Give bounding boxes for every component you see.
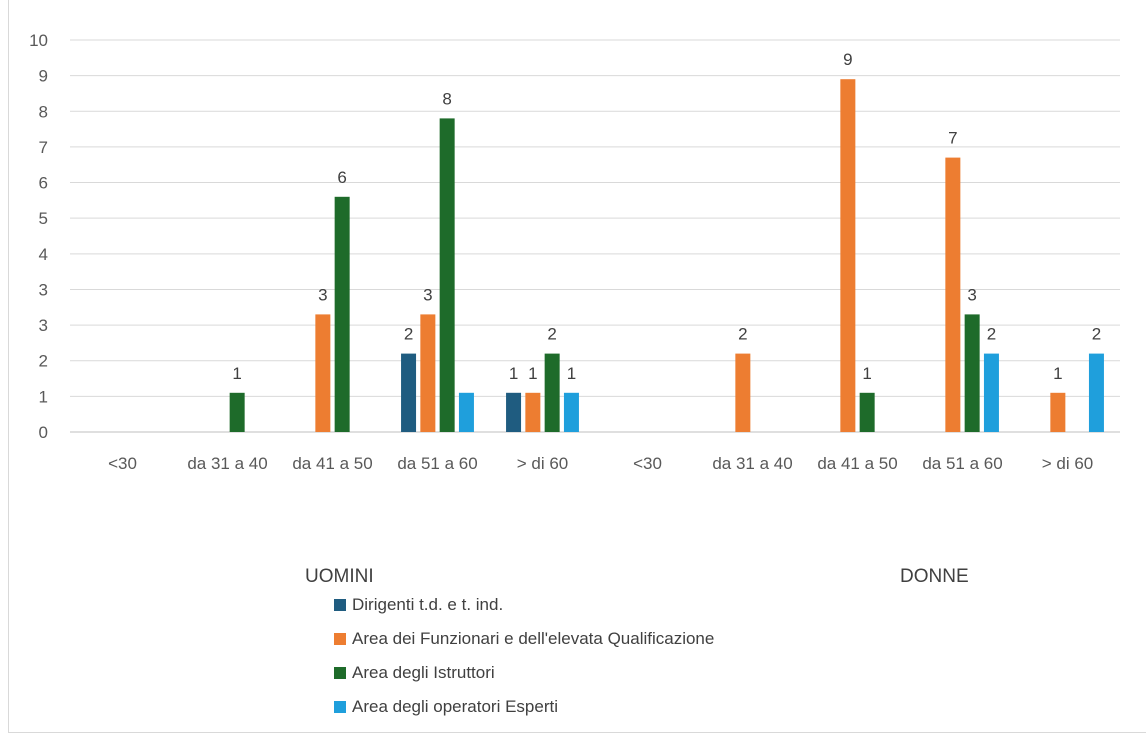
data-label: 2 xyxy=(404,325,413,344)
bar xyxy=(229,392,245,432)
bar xyxy=(735,353,751,432)
bar xyxy=(1050,392,1066,432)
data-label: 2 xyxy=(1092,325,1101,344)
y-tick-label: 7 xyxy=(39,138,48,157)
bar xyxy=(315,314,331,432)
y-tick-label: 3 xyxy=(39,280,48,299)
x-tick-label: da 41 a 50 xyxy=(817,454,897,473)
x-tick-label: da 31 a 40 xyxy=(187,454,267,473)
group-label-donne: DONNE xyxy=(900,566,969,587)
y-tick-label: 4 xyxy=(39,245,48,264)
y-tick-label: 10 xyxy=(29,31,48,50)
bar xyxy=(525,392,541,432)
group-label-uomini: UOMINI xyxy=(305,566,374,587)
data-label: 1 xyxy=(862,364,871,383)
bar xyxy=(964,314,980,432)
x-tick-label: > di 60 xyxy=(1042,454,1094,473)
x-tick-label: da 31 a 40 xyxy=(712,454,792,473)
x-tick-label: da 51 a 60 xyxy=(397,454,477,473)
data-label: 8 xyxy=(442,89,451,108)
data-label: 2 xyxy=(547,325,556,344)
data-label: 1 xyxy=(232,364,241,383)
legend-item: Area dei Funzionari e dell'elevata Quali… xyxy=(334,622,714,656)
bar xyxy=(439,118,455,433)
bar xyxy=(983,353,999,432)
x-tick-label: <30 xyxy=(633,454,662,473)
bar xyxy=(401,353,417,432)
data-label: 1 xyxy=(567,364,576,383)
y-tick-label: 1 xyxy=(39,387,48,406)
data-label: 7 xyxy=(948,129,957,148)
data-label: 1 xyxy=(528,364,537,383)
legend-swatch xyxy=(334,633,346,645)
legend-item: Area degli Istruttori xyxy=(334,656,714,690)
data-label: 9 xyxy=(843,50,852,69)
data-label: 3 xyxy=(967,285,976,304)
legend-label: Area dei Funzionari e dell'elevata Quali… xyxy=(352,629,715,648)
legend-swatch xyxy=(334,667,346,679)
bar xyxy=(506,392,522,432)
y-tick-label: 5 xyxy=(39,209,48,228)
chart-legend: Dirigenti t.d. e t. ind. Area dei Funzion… xyxy=(334,588,714,724)
y-tick-label: 0 xyxy=(39,423,48,442)
bar xyxy=(945,157,961,432)
y-tick-label: 6 xyxy=(39,174,48,193)
bar xyxy=(840,79,856,432)
x-tick-label: > di 60 xyxy=(517,454,569,473)
x-tick-label: da 41 a 50 xyxy=(292,454,372,473)
data-label: 2 xyxy=(738,325,747,344)
data-label: 3 xyxy=(423,285,432,304)
legend-swatch xyxy=(334,599,346,611)
y-tick-label: 9 xyxy=(39,67,48,86)
bar xyxy=(563,392,579,432)
bar xyxy=(334,196,350,432)
bar xyxy=(544,353,560,432)
bar xyxy=(420,314,436,432)
legend-label: Dirigenti t.d. e t. ind. xyxy=(352,595,504,614)
x-tick-label: <30 xyxy=(108,454,137,473)
data-label: 1 xyxy=(509,364,518,383)
y-tick-label: 3 xyxy=(39,316,48,335)
bar xyxy=(1088,353,1104,432)
x-tick-label: da 51 a 60 xyxy=(922,454,1002,473)
legend-label: Area degli operatori Esperti xyxy=(352,697,559,716)
bar xyxy=(458,392,474,432)
data-label: 2 xyxy=(987,325,996,344)
legend-swatch xyxy=(334,701,346,713)
legend-item: Area degli operatori Esperti xyxy=(334,690,714,724)
data-label: 3 xyxy=(318,285,327,304)
legend-item: Dirigenti t.d. e t. ind. xyxy=(334,588,714,622)
y-tick-label: 2 xyxy=(39,352,48,371)
bar xyxy=(859,392,875,432)
y-tick-label: 8 xyxy=(39,102,48,121)
legend-label: Area degli Istruttori xyxy=(352,663,495,682)
data-label: 6 xyxy=(337,168,346,187)
data-label: 1 xyxy=(1053,364,1062,383)
chart-frame xyxy=(8,0,1146,733)
